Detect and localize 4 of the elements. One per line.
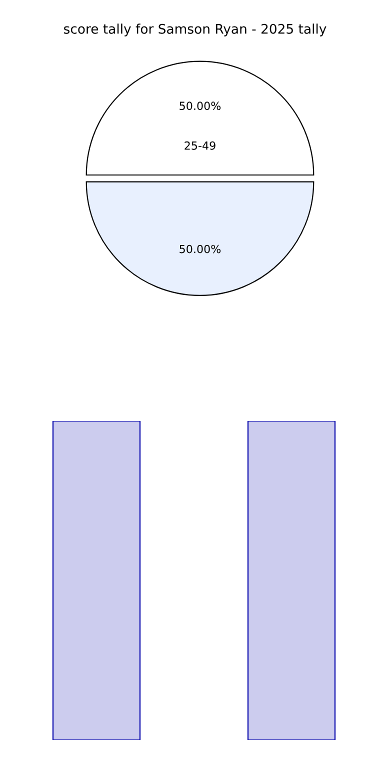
data-label: 50.00% [180,102,221,110]
data-label: 50.00% [180,244,221,254]
chart-title: score tally for Samson Ryan - 2025 tally [64,24,326,36]
slice-label: 25-49 [184,141,216,150]
